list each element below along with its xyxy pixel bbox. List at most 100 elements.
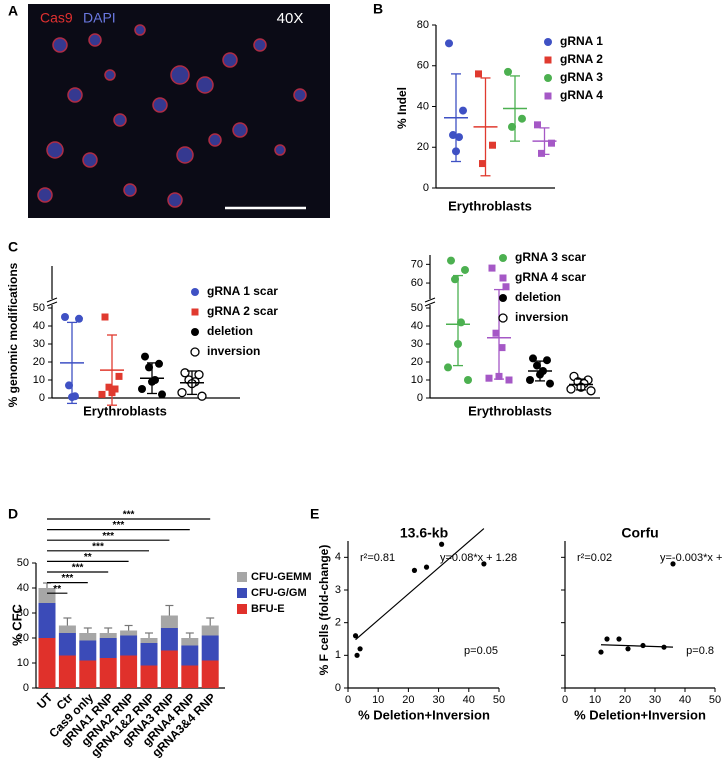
stain-label: DAPI [83,10,116,26]
legend-label: CFU-G/GM [251,587,307,599]
data-point [65,381,73,390]
data-point [533,361,541,370]
panel-label: A [8,3,18,19]
data-point [518,114,526,123]
bar-segment [181,638,199,646]
data-point [461,265,469,274]
y-tick-label: 1 [335,649,341,661]
x-tick-label: 40 [463,694,475,706]
bar-segment [79,660,97,688]
r-squared: r²=0.81 [360,552,395,564]
legend-label: inversion [207,344,260,358]
x-tick-label: 20 [619,694,631,706]
y-tick-label: 60 [417,60,429,72]
data-point [155,359,163,368]
x-tick-label: 0 [345,694,351,706]
y-tick-label: 40 [17,582,29,594]
legend-label: gRNA 4 [560,88,603,102]
axis-break [424,301,436,307]
axis-break-gap [47,299,57,305]
legend-marker [191,328,199,336]
legend-swatch [237,572,247,582]
y-tick-label: 70 [411,258,423,270]
data-point [197,391,207,401]
bar-segment [99,633,117,638]
data-point [449,131,457,140]
legend-swatch [237,604,247,614]
data-point [455,133,463,142]
data-point [485,374,493,382]
legend-swatch [237,588,247,598]
data-point [548,139,555,147]
y-tick-label: 30 [33,338,45,350]
y-tick-label: 10 [411,374,423,386]
bar-segment [120,635,138,656]
y-tick-label: 10 [33,374,45,386]
x-tick-label: 30 [649,694,661,706]
data-point [105,383,113,391]
bar-segment [181,665,199,688]
legend-label: gRNA 3 scar [515,250,586,264]
bar-segment [58,633,76,656]
significance-label: *** [62,573,74,584]
data-point [444,363,452,372]
y-tick-label: 2 [335,617,341,629]
significance-label: *** [102,531,114,542]
data-point [492,329,500,337]
panel-label: B [373,1,383,17]
data-point [481,561,487,567]
chart-title: 13.6-kb [400,525,448,541]
data-point [586,386,596,396]
bar-segment [201,660,219,688]
data-point [158,390,166,399]
bar-segment [79,633,97,641]
axis-break [46,297,58,303]
data-point [194,369,204,380]
bar-segment [38,588,56,603]
data-point [411,567,418,574]
bar-segment [160,615,178,628]
data-point [141,352,149,361]
x-tick-label: 10 [372,694,384,706]
legend-label: deletion [207,324,253,338]
data-point [439,541,445,547]
data-point [488,264,496,272]
data-point [526,376,534,384]
data-point [505,376,513,384]
x-tick-label: 50 [709,694,721,706]
legend-marker [190,347,200,357]
data-point [538,149,545,157]
x-axis-label: % Deletion+Inversion [358,707,490,722]
y-tick-label: 0 [23,682,29,694]
data-point [508,122,516,131]
bar-segment [140,638,158,643]
legend-marker [544,92,552,100]
y-tick-label: 40 [33,320,45,332]
y-tick-label: 40 [417,100,429,112]
data-point [529,354,537,363]
y-tick-label: 0 [423,182,429,194]
bar-segment [160,628,178,651]
y-axis-label: % Indel [395,87,409,129]
bar-segment [120,630,138,636]
data-point [546,379,554,388]
data-point [598,649,604,655]
magnification: 40X [277,10,304,27]
legend-label: CFU-GEMM [251,571,312,583]
bar-segment [120,655,138,688]
y-axis-label: % genomic modifications [6,262,20,407]
y-tick-label: 20 [17,632,29,644]
image-background [28,4,330,218]
data-point [177,387,187,398]
data-point [447,256,455,265]
y-tick-label: 3 [335,584,341,596]
data-point [445,39,453,48]
legend-marker [499,254,507,262]
data-point [479,160,486,168]
equation: y=0.08*x + 1.28 [440,552,517,564]
data-point [111,385,119,393]
data-point [75,314,83,323]
legend-label: inversion [515,310,568,324]
legend-marker [191,288,199,296]
